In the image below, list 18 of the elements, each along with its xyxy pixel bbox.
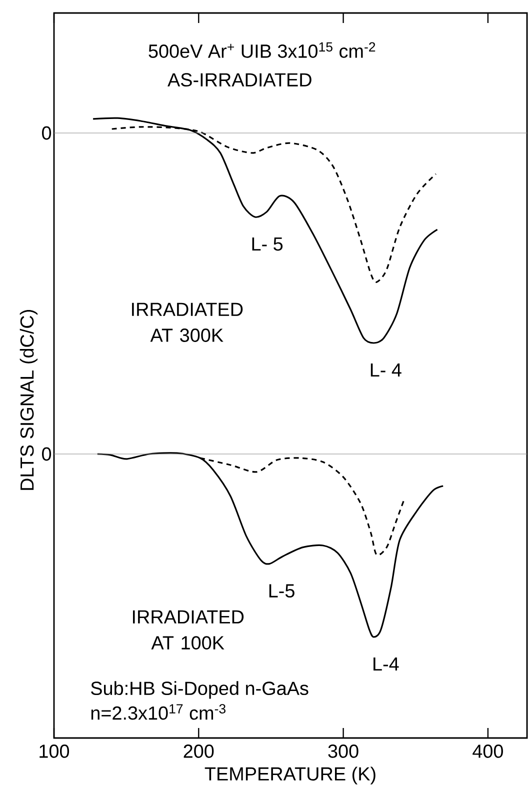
annotation: L-4 [374, 658, 399, 671]
x-tick-label: 400 [472, 744, 503, 758]
x-tick-label: 100 [40, 744, 70, 758]
x-tick-label: 200 [184, 744, 214, 758]
ref-line-label: 0 [42, 447, 52, 461]
annotation: L- 5 [252, 238, 283, 251]
y-axis-title: DLTS SIGNAL (dC/C) [20, 310, 38, 490]
x-tick-label: 300 [328, 744, 358, 758]
annotation: IRRADIATED AT 300K [132, 302, 243, 342]
annotation: L-5 [269, 584, 294, 598]
text: n=2.3x10$^{17}$ cm$^{-3}$ [91, 704, 226, 720]
x-axis-title: TEMPERATURE (K) [204, 766, 376, 784]
annotation: IRRADIATED AT 100K [132, 610, 244, 650]
ref-line-label: 0 [42, 126, 52, 140]
chart-title: 500eV Ar$^{+}$ UIB 3x10$^{15}$ cm$^{-2}$ [148, 42, 376, 58]
chart-subtitle: AS-IRRADIATED [168, 73, 312, 87]
annotation: L- 4 [370, 364, 402, 377]
text: Sub:HB Si-Doped n-GaAs [91, 681, 308, 699]
